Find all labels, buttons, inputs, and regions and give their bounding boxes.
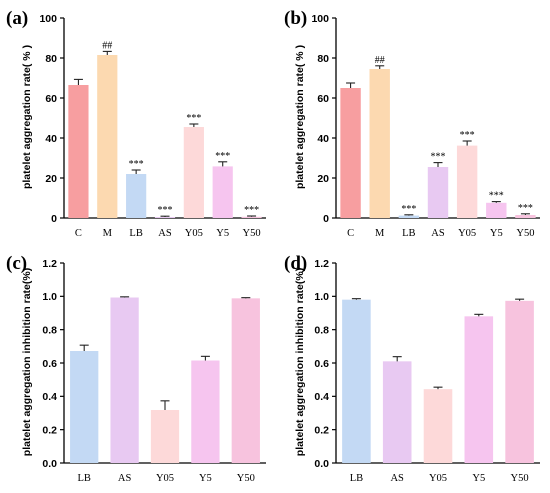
- panel-d-bar-lb: [342, 299, 371, 463]
- panel-b-bar-y5: [486, 202, 507, 218]
- panel-a-x-tick-label: Y50: [243, 228, 261, 239]
- panel-a-y-axis-label: platelet aggregation rate( % ): [21, 45, 33, 189]
- panel-d-y-tick-label: 0.4: [314, 391, 329, 403]
- panel-c-y-tick-label: 0.2: [42, 424, 57, 436]
- panel-b-x-tick-label: M: [375, 228, 385, 239]
- panel-c-y-tick-label: 1.0: [42, 291, 57, 303]
- panel-a-significance-label: ***: [158, 205, 173, 216]
- panel-c-y-axis-label: platelet aggregation inhibition rate(%): [21, 268, 33, 456]
- panel-b-bar-y50: [515, 215, 536, 218]
- panel-c-y-tick-label: 0.0: [42, 458, 57, 470]
- panel-a-significance-label: ***: [244, 205, 259, 216]
- panel-d-x-tick-label: Y05: [429, 473, 447, 484]
- panel-b-bar-as: [427, 167, 449, 218]
- panel-d-bar-as: [382, 361, 412, 463]
- panel-a-bar-y50: [241, 216, 262, 218]
- panel-a-x-tick-label: LB: [129, 228, 142, 239]
- panel-b-significance-label: ##: [375, 55, 385, 66]
- panel-a-bar-c: [68, 85, 89, 218]
- panel-d-y-tick-label: 0.6: [314, 358, 329, 370]
- panel-b-y-tick-label: 0: [323, 213, 329, 225]
- panel-a-label: (a): [6, 8, 28, 29]
- panel-d-x-tick-label: Y50: [511, 473, 529, 484]
- panel-a-x-tick-label: Y5: [216, 228, 229, 239]
- panel-d-bar-y5: [464, 316, 494, 463]
- panel-b-significance-label: ***: [518, 203, 533, 214]
- panel-c-bar-y5: [191, 360, 220, 463]
- panel-a-significance-label: ***: [186, 113, 201, 124]
- panel-a-y-tick-label: 20: [45, 173, 57, 185]
- panel-b-significance-label: ***: [460, 130, 475, 141]
- panel-c-bar-as: [110, 297, 139, 463]
- panel-d-x-tick-label: AS: [390, 473, 404, 484]
- panel-b-label: (b): [284, 8, 307, 29]
- panel-d-y-tick-label: 0.2: [314, 424, 329, 436]
- panel-b-x-tick-label: LB: [402, 228, 415, 239]
- panel-a-bar-y05: [183, 127, 204, 218]
- panel-b-x-tick-label: AS: [431, 228, 445, 239]
- panel-c-label: (c): [6, 253, 27, 274]
- panel-a-significance-label: ***: [129, 159, 144, 170]
- panel-b-significance-label: ***: [431, 152, 446, 163]
- panel-b-y-axis-label: platelet aggregation rate( % ): [294, 45, 306, 189]
- panel-b-bar-lb: [398, 215, 420, 218]
- panel-b-x-tick-label: C: [347, 228, 354, 239]
- panel-d-x-tick-label: LB: [350, 473, 363, 484]
- panel-d-y-tick-label: 1.2: [314, 258, 329, 270]
- panel-c-bar-y50: [231, 298, 260, 463]
- panel-b-y-tick-label: 80: [317, 53, 329, 65]
- panel-a-bar-y5: [212, 166, 233, 218]
- panel-c: (c) platelet aggregation inhibition rate…: [6, 253, 266, 484]
- panel-c-y-tick-label: 1.2: [42, 258, 57, 270]
- panel-d-label: (d): [284, 253, 307, 274]
- panel-a-x-tick-label: Y05: [185, 228, 203, 239]
- panel-c-x-tick-label: Y50: [237, 473, 255, 484]
- panel-d-bar-y05: [423, 389, 453, 463]
- panel-c-y-tick-label: 0.4: [42, 391, 57, 403]
- panel-a-significance-label: ##: [102, 40, 112, 51]
- panel-a-y-tick-label: 40: [45, 133, 57, 145]
- panel-c-x-tick-label: AS: [118, 473, 132, 484]
- panel-d: (d) platelet aggregation inhibition rate…: [284, 253, 540, 484]
- panel-c-y-tick-label: 0.6: [42, 358, 57, 370]
- panel-a-bar-as: [154, 217, 176, 218]
- panel-d-bar-y50: [505, 300, 534, 463]
- panel-b-significance-label: ***: [489, 191, 504, 202]
- panel-b-bar-y05: [456, 145, 478, 218]
- panel-a: (a) platelet aggregation rate( % ) 0 20 40…: [6, 8, 266, 239]
- panel-a-bar-m: [97, 55, 118, 218]
- panel-b-y-tick-label: 20: [317, 173, 329, 185]
- panel-a-y-tick-label: 100: [39, 13, 57, 25]
- panel-b: (b) platelet aggregation rate( % ) 0 20 40…: [284, 8, 540, 239]
- panel-b-y-tick-label: 40: [317, 133, 329, 145]
- panel-d-y-axis-label: platelet aggregation inhibition rate(%): [294, 268, 306, 456]
- panel-a-x-tick-label: C: [75, 228, 82, 239]
- panel-b-x-tick-label: Y50: [516, 228, 534, 239]
- panel-a-y-tick-label: 60: [45, 93, 57, 105]
- panel-b-x-tick-label: Y05: [458, 228, 476, 239]
- panel-a-y-tick-label: 0: [51, 213, 57, 225]
- panel-b-bar-c: [340, 88, 361, 218]
- panel-b-significance-label: ***: [401, 204, 416, 215]
- panel-d-y-tick-label: 0.8: [314, 324, 329, 336]
- panel-c-x-tick-label: Y5: [199, 473, 212, 484]
- panel-a-y-tick-label: 80: [45, 53, 57, 65]
- panel-c-y-tick-label: 0.8: [42, 324, 57, 336]
- panel-b-bar-m: [369, 69, 390, 218]
- panel-a-bar-lb: [126, 174, 147, 218]
- panel-d-y-tick-label: 0.0: [314, 458, 329, 470]
- panel-c-x-tick-label: Y05: [156, 473, 174, 484]
- panel-d-x-tick-label: Y5: [472, 473, 485, 484]
- panel-b-y-tick-label: 60: [317, 93, 329, 105]
- panel-a-significance-label: ***: [215, 151, 230, 162]
- panel-a-x-tick-label: AS: [158, 228, 172, 239]
- panel-b-y-tick-label: 100: [311, 13, 329, 25]
- panel-c-x-tick-label: LB: [77, 473, 90, 484]
- panel-c-bar-lb: [70, 351, 99, 463]
- panel-d-y-tick-label: 1.0: [314, 291, 329, 303]
- panel-c-bar-y05: [150, 410, 180, 463]
- panel-a-x-tick-label: M: [103, 228, 113, 239]
- panel-b-x-tick-label: Y5: [490, 228, 503, 239]
